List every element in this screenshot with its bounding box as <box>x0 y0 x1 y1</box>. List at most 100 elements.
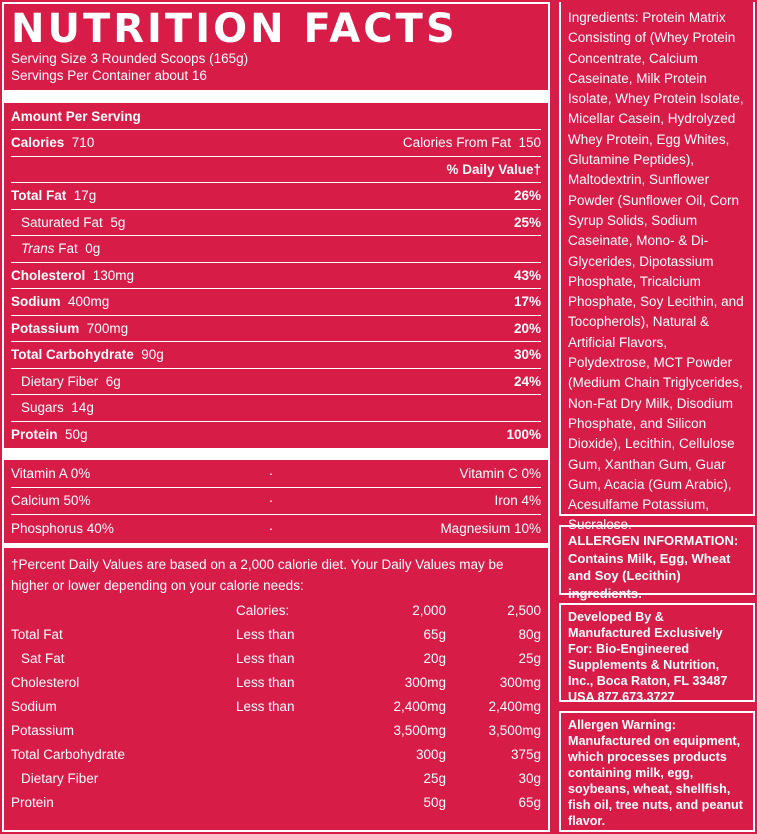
reference-cell: 50g <box>423 795 446 810</box>
nutrition-facts-panel: NUTRITION FACTS Serving Size 3 Rounded S… <box>2 2 550 832</box>
nutrient-list: Total Fat 17g 26% Saturated Fat 5g 25% Trans… <box>11 183 541 448</box>
daily-value-footnote: †Percent Daily Values are based on a 2,0… <box>11 556 504 593</box>
nutrient-label: Dietary Fiber <box>21 373 99 389</box>
reference-table-row: Protein 50g 65g <box>11 791 541 815</box>
thick-divider <box>4 90 548 103</box>
reference-cell: 30g <box>518 771 541 786</box>
vitamin-list: Vitamin A 0% · Vitamin C 0% Calcium 50% · Iro… <box>11 460 541 543</box>
reference-cell: Potassium <box>11 723 75 738</box>
amount-per-serving-label: Amount Per Serving <box>11 108 141 124</box>
nutrient-row: Sugars 14g <box>11 395 541 422</box>
allergen-warning-panel: Allergen Warning: Manufactured on equipm… <box>559 711 755 832</box>
reference-cell: 2,400mg <box>393 699 446 714</box>
reference-cell: 25g <box>423 771 446 786</box>
vitamin-right: Magnesium 10% <box>440 521 541 537</box>
allergen-info-panel: ALLERGEN INFORMATION: Contains Milk, Egg… <box>559 525 755 601</box>
nutrient-row: Total Carbohydrate 90g 30% <box>11 342 541 369</box>
nutrient-label: Total Fat <box>11 188 67 204</box>
reference-cell: 300g <box>415 747 446 762</box>
vitamin-separator: · <box>268 493 274 509</box>
vitamin-left: Vitamin A 0% <box>11 465 91 481</box>
reference-cell <box>236 743 361 767</box>
nutrient-label: Saturated Fat <box>21 214 103 230</box>
reference-cell: Dietary Fiber <box>21 771 99 786</box>
nutrient-daily-value: 100% <box>506 427 541 443</box>
nutrient-amount: 17g <box>73 188 97 204</box>
nutrient-daily-value: 17% <box>513 294 541 310</box>
nutrient-label: Cholesterol <box>11 267 86 283</box>
nutrient-daily-value: 20% <box>513 320 541 336</box>
reference-cell: 2,400mg <box>488 699 541 714</box>
reference-cell: Protein <box>11 795 54 810</box>
reference-cell: Sat Fat <box>21 651 65 666</box>
vitamin-separator: · <box>268 521 274 537</box>
manufacturer-text: Developed By & Manufactured Exclusively … <box>568 610 728 704</box>
nutrient-amount: 700mg <box>86 320 129 336</box>
allergen-info-text: ALLERGEN INFORMATION: Contains Milk, Egg… <box>568 533 739 601</box>
allergen-warning-text: Allergen Warning: Manufactured on equipm… <box>568 718 743 828</box>
calories-label: Calories <box>11 135 65 151</box>
reference-cell: Total Fat <box>11 627 63 642</box>
vitamin-row: Vitamin A 0% · Vitamin C 0% <box>11 460 541 488</box>
ingredients-panel: Ingredients: Protein Matrix Consisting o… <box>559 2 755 532</box>
reference-cell <box>236 791 361 815</box>
nutrient-row: Protein 50g 100% <box>11 422 541 449</box>
reference-cell: 25g <box>518 651 541 666</box>
vitamin-right: Vitamin C 0% <box>459 465 541 481</box>
nutrient-daily-value: 24% <box>513 373 541 389</box>
servings-per-container: Servings Per Container about 16 <box>11 68 207 83</box>
nutrient-amount: 90g <box>141 347 164 363</box>
reference-cell: 3,500mg <box>488 723 541 738</box>
reference-cell: Total Carbohydrate <box>11 747 126 762</box>
reference-table-row: Dietary Fiber 25g 30g <box>11 767 541 791</box>
nutrient-label: Protein <box>11 427 58 443</box>
nutrient-label: Fat <box>54 241 78 257</box>
calories-value: 710 <box>71 135 95 151</box>
vitamin-separator: · <box>268 465 274 481</box>
nutrient-row: Total Fat 17g 26% <box>11 183 541 210</box>
nutrient-daily-value: 43% <box>513 267 541 283</box>
nutrient-label: Sodium <box>11 294 61 310</box>
thick-divider-2 <box>4 448 548 460</box>
nutrition-facts-title: NUTRITION FACTS <box>11 6 458 52</box>
calories-row: Calories 710 Calories From Fat 150 <box>11 130 541 157</box>
reference-table-row: Potassium 3,500mg 3,500mg <box>11 719 541 743</box>
reference-cell: Cholesterol <box>11 675 80 690</box>
reference-table-row: Total Fat Less than 65g 80g <box>11 623 541 647</box>
nutrient-amount: 50g <box>65 427 88 443</box>
reference-cell: 375g <box>510 747 541 762</box>
nutrient-row: Dietary Fiber 6g 24% <box>11 369 541 395</box>
reference-cell: 3,500mg <box>393 723 446 738</box>
medium-divider <box>4 542 548 548</box>
ingredients-text: Ingredients: Protein Matrix Consisting o… <box>568 10 744 533</box>
nutrient-label: Sugars <box>21 400 64 416</box>
nutrient-label-prefix: Trans <box>21 241 55 257</box>
reference-cell: Less than <box>236 627 295 642</box>
nutrient-amount: 0g <box>85 241 101 257</box>
nutrient-daily-value: 26% <box>513 188 541 204</box>
nutrient-amount: 400mg <box>68 294 110 310</box>
reference-cell: Sodium <box>11 699 57 714</box>
daily-value-header: % Daily Value† <box>446 161 541 177</box>
reference-cell: 2,000 <box>412 603 446 618</box>
nutrient-row: Cholesterol 130mg 43% <box>11 263 541 289</box>
nutrient-amount: 5g <box>110 214 126 230</box>
reference-cell: Less than <box>236 699 295 714</box>
serving-size: Serving Size 3 Rounded Scoops (165g) <box>11 51 249 66</box>
reference-cell: Less than <box>236 651 295 666</box>
reference-cell: 300mg <box>499 675 541 690</box>
manufacturer-panel: Developed By & Manufactured Exclusively … <box>559 603 755 704</box>
reference-cell: Less than <box>236 675 295 690</box>
reference-table-header: Calories: 2,000 2,500 <box>11 599 541 623</box>
reference-cell <box>11 599 236 623</box>
nutrient-row: Saturated Fat 5g 25% <box>11 210 541 236</box>
reference-cell <box>236 767 361 791</box>
calories-from-fat-label: Calories From Fat <box>402 135 511 151</box>
nutrient-row: Potassium 700mg 20% <box>11 316 541 342</box>
reference-table-row: Cholesterol Less than 300mg 300mg <box>11 671 541 695</box>
reference-table-row: Sodium Less than 2,400mg 2,400mg <box>11 695 541 719</box>
nutrient-amount: 130mg <box>92 267 135 283</box>
reference-cell <box>236 719 361 743</box>
reference-cell: 65g <box>518 795 541 810</box>
nutrient-amount: 14g <box>71 400 94 416</box>
